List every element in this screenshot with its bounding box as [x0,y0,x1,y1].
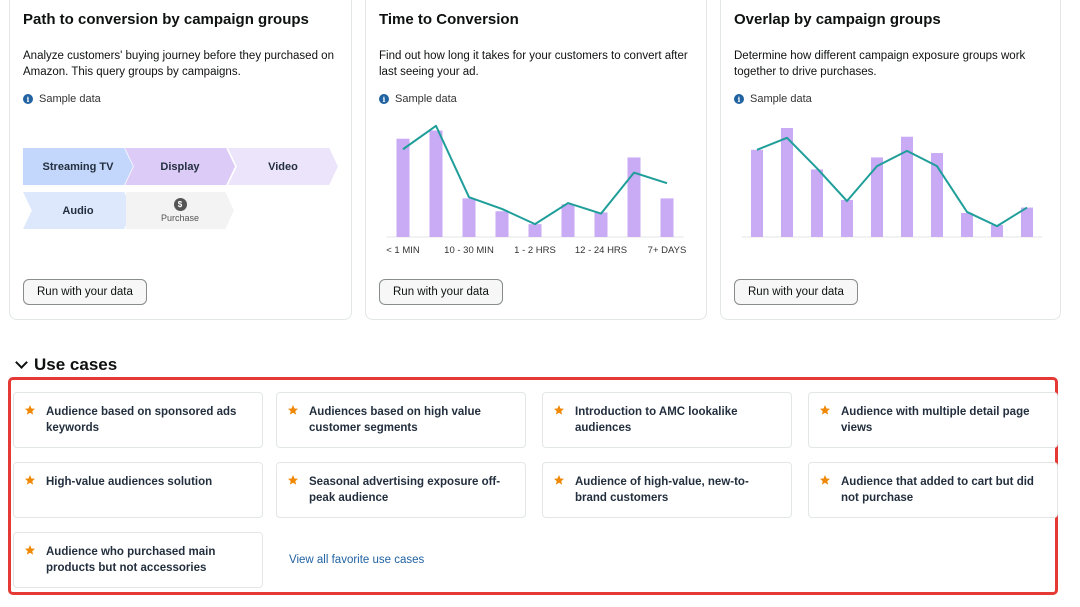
star-icon [820,405,830,415]
path-step-streaming-tv: Streaming TV [23,148,133,185]
chart-bar [495,211,509,237]
chart-bar [528,224,542,237]
chart-bar [811,169,823,237]
chart-bar [841,199,853,237]
chart-bar [781,128,793,237]
use-case-card[interactable]: Seasonal advertising exposure off-peak a… [276,462,526,518]
use-case-card[interactable]: Audience who purchased main products but… [13,532,263,588]
use-case-label: Audience of high-value, new-to-brand cus… [575,476,749,504]
chart-bar [627,157,641,237]
chart-bar [751,149,763,237]
chart-bar [901,136,913,237]
use-case-label: Audience that added to cart but did not … [841,476,1034,504]
use-case-label: Audience based on sponsored ads keywords [46,406,237,434]
info-icon: i [734,94,744,104]
view-all-favorites-link[interactable]: View all favorite use cases [289,554,425,566]
purchase-label: Purchase [160,213,200,223]
info-icon: i [379,94,389,104]
use-case-card[interactable]: Audience with multiple detail page views [808,392,1058,448]
use-case-label: Audience with multiple detail page views [841,406,1030,434]
sample-data-note: i Sample data [734,93,812,105]
card-time-to-conversion: Time to Conversion Find out how long it … [365,0,707,320]
chart-tick-label: < 1 MIN [386,245,420,256]
time-to-conversion-chart: < 1 MIN 10 - 30 MIN 1 - 2 HRS 12 - 24 HRS 7+… [386,124,687,256]
sample-data-label: Sample data [750,93,812,105]
star-icon [288,475,298,485]
star-icon [288,405,298,415]
path-step-video: Video [228,148,338,185]
use-case-label: High-value audiences solution [46,476,213,488]
chart-tick-label: 1 - 2 HRS [514,245,556,256]
card-description: Find out how long it takes for your cust… [379,50,688,78]
star-icon [25,475,35,485]
sample-data-note: i Sample data [379,93,457,105]
overlap-chart [742,128,1042,238]
use-case-card[interactable]: Audience based on sponsored ads keywords [13,392,263,448]
chart-bar [991,225,1003,237]
chart-line [756,136,1028,228]
sample-data-label: Sample data [39,93,101,105]
use-case-card[interactable]: Introduction to AMC lookalike audiences [542,392,792,448]
path-step-display: Display [125,148,235,185]
star-icon [25,405,35,415]
chart-bar [594,212,608,237]
use-cases-header[interactable]: Use cases [14,355,117,375]
chart-bar [961,213,973,237]
use-case-label: Seasonal advertising exposure off-peak a… [309,476,501,504]
star-icon [554,475,564,485]
card-description: Analyze customers' buying journey before… [23,50,334,78]
run-with-your-data-button[interactable]: Run with your data [23,279,147,305]
chart-bar [660,198,674,237]
use-case-label: Audiences based on high value customer s… [309,406,481,434]
use-case-card[interactable]: Audience of high-value, new-to-brand cus… [542,462,792,518]
star-icon [820,475,830,485]
chart-bar [561,204,575,237]
sample-data-note: i Sample data [23,93,101,105]
chart-bar [1021,207,1033,237]
card-description: Determine how different campaign exposur… [734,50,1026,78]
run-with-your-data-button[interactable]: Run with your data [379,279,503,305]
card-title: Path to conversion by campaign groups [23,11,309,28]
use-case-card[interactable]: Audiences based on high value customer s… [276,392,526,448]
chart-bar [429,130,443,237]
chevron-down-icon[interactable] [15,356,28,369]
star-icon [554,405,564,415]
chart-bar [931,153,943,237]
section-title: Use cases [34,355,118,374]
chart-line [402,124,668,226]
card-title: Time to Conversion [379,11,519,28]
chart-tick-label: 7+ DAYS [648,245,687,256]
use-case-card[interactable]: Audience that added to cart but did not … [808,462,1058,518]
chart-bar [871,157,883,237]
info-icon: i [23,94,33,104]
use-case-label: Audience who purchased main products but… [46,546,216,574]
star-icon [25,545,35,555]
run-with-your-data-button[interactable]: Run with your data [734,279,858,305]
chart-tick-label: 12 - 24 HRS [575,245,627,256]
chart-bar [396,138,410,237]
chart-tick-label: 10 - 30 MIN [444,245,494,256]
card-title: Overlap by campaign groups [734,11,941,28]
path-step-audio: Audio [23,192,133,229]
path-step-purchase: $ Purchase [126,192,234,229]
dollar-icon: $ [173,198,187,211]
use-case-card[interactable]: High-value audiences solution [13,462,263,518]
chart-bar [462,198,476,237]
sample-data-label: Sample data [395,93,457,105]
use-case-label: Introduction to AMC lookalike audiences [575,406,738,434]
